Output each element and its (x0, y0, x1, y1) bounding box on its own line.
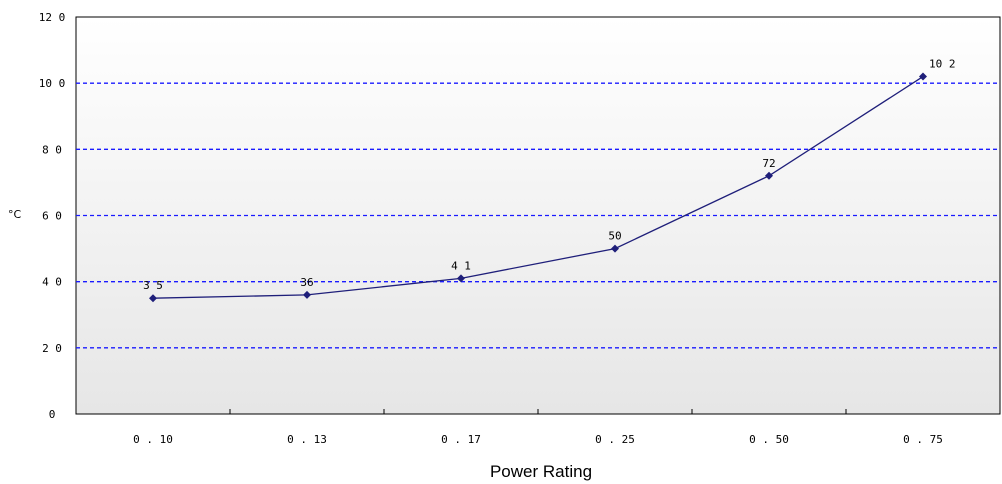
data-label: 36 (300, 276, 313, 289)
x-tick-label: 0 . 10 (133, 433, 173, 446)
y-axis-label: °C (8, 208, 22, 221)
y-tick-label: 12 0 (39, 11, 66, 24)
y-tick-label: 4 0 (42, 276, 62, 289)
y-tick-label: 2 0 (42, 342, 62, 355)
data-point (765, 171, 773, 180)
series: 3 5 36 4 1 50 72 10 2 (143, 58, 956, 303)
y-tick-label: 8 0 (42, 143, 62, 156)
series-line (152, 76, 924, 299)
data-label: 3 5 (143, 279, 163, 292)
data-label: 10 2 (929, 58, 956, 71)
data-point (611, 244, 619, 253)
data-label: 50 (608, 230, 621, 243)
y-tick-label: 0 (49, 408, 56, 421)
x-tick-label: 0 . 25 (595, 433, 635, 446)
data-label: 4 1 (451, 259, 471, 272)
x-tick-label: 0 . 13 (287, 433, 327, 446)
data-label: 72 (762, 157, 775, 170)
y-tick-label: 6 0 (42, 210, 62, 223)
data-point (457, 274, 465, 283)
y-tick-labels: 0 2 0 4 0 6 0 8 0 10 0 12 0 (39, 11, 66, 421)
x-tick-label: 0 . 75 (903, 433, 943, 446)
data-point (919, 72, 927, 81)
x-tick-label: 0 . 17 (441, 433, 481, 446)
gridlines (76, 82, 1000, 349)
y-tick-label: 10 0 (39, 77, 66, 90)
data-point (149, 294, 157, 303)
x-axis-label: Power Rating (490, 462, 592, 481)
data-point (303, 290, 311, 299)
x-tick-label: 0 . 50 (749, 433, 789, 446)
x-ticks: 0 . 10 0 . 13 0 . 17 0 . 25 0 . 50 0 . 75 (133, 409, 943, 446)
